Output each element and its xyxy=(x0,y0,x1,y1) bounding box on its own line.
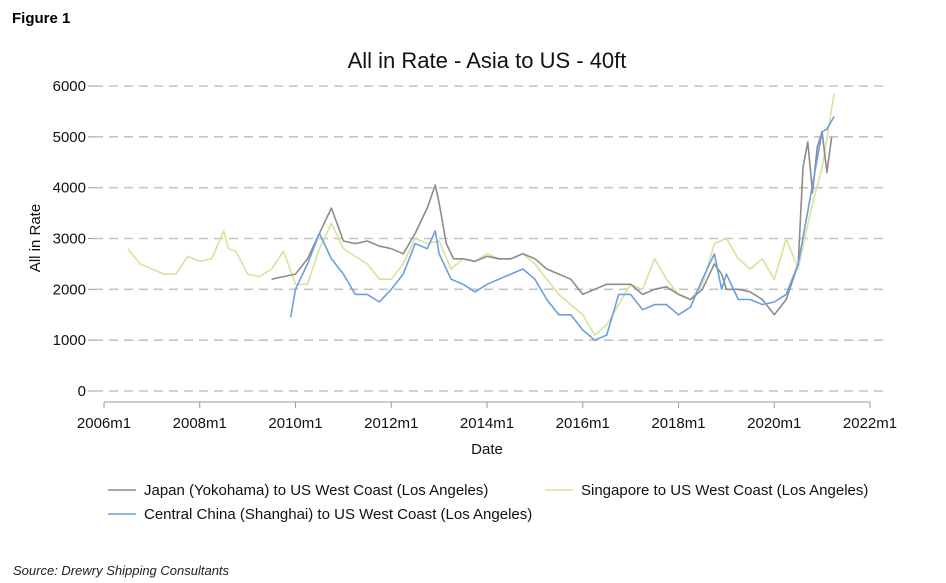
y-tick-label: 5000 xyxy=(53,129,86,146)
line-chart: All in Rate - Asia to US - 40ft 0 1000 200… xyxy=(27,48,897,523)
grid-lines xyxy=(94,85,884,392)
x-tick-label: 2010m1 xyxy=(268,415,322,432)
y-tick-label: 2000 xyxy=(53,281,86,298)
y-tick-label: 6000 xyxy=(53,78,86,95)
y-tick-label: 1000 xyxy=(53,332,86,349)
figure-label: Figure 1 xyxy=(12,10,71,27)
legend: Japan (Yokohama) to US West Coast (Los A… xyxy=(108,482,868,523)
series-line-3 xyxy=(289,116,835,342)
legend-label-1: Japan (Yokohama) to US West Coast (Los A… xyxy=(144,482,488,499)
legend-label-2: Singapore to US West Coast (Los Angeles) xyxy=(581,482,868,499)
y-tick-label: 3000 xyxy=(53,231,86,248)
series-line-1 xyxy=(271,131,833,316)
y-tick-label: 4000 xyxy=(53,180,86,197)
source-note: Source: Drewry Shipping Consultants xyxy=(13,563,230,578)
series-layer xyxy=(127,93,835,342)
series-line-2 xyxy=(127,93,835,336)
x-tick-label: 2008m1 xyxy=(173,415,227,432)
axes: 0 1000 2000 3000 4000 5000 6000 2006m1 2008m1 201… xyxy=(53,78,897,432)
x-tick-label: 2016m1 xyxy=(556,415,610,432)
y-axis-title: All in Rate xyxy=(27,204,44,272)
y-tick-label: 0 xyxy=(78,383,86,400)
x-tick-label: 2018m1 xyxy=(651,415,705,432)
x-axis-title: Date xyxy=(471,441,503,458)
legend-label-3: Central China (Shanghai) to US West Coas… xyxy=(144,506,532,523)
x-tick-label: 2020m1 xyxy=(747,415,801,432)
x-tick-label: 2006m1 xyxy=(77,415,131,432)
x-tick-label: 2022m1 xyxy=(843,415,897,432)
x-tick-label: 2012m1 xyxy=(364,415,418,432)
x-tick-label: 2014m1 xyxy=(460,415,514,432)
chart-title: All in Rate - Asia to US - 40ft xyxy=(348,48,627,73)
